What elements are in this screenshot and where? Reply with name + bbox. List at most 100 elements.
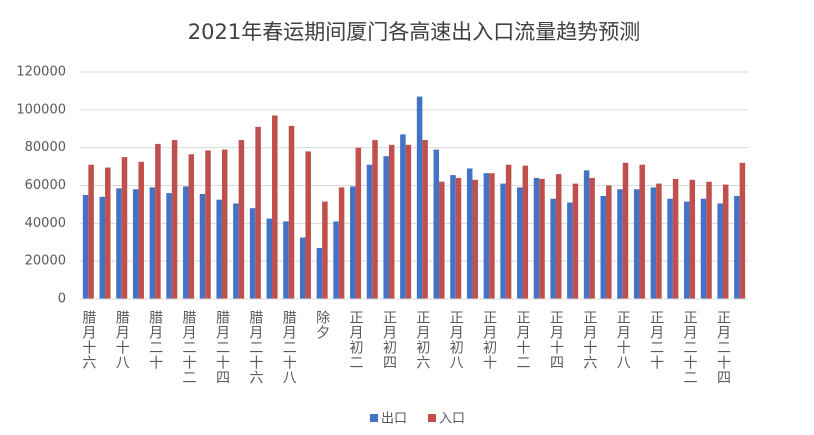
bar <box>455 177 462 299</box>
x-tick-label: 腊月二十八 <box>281 310 297 385</box>
y-tick-label: 20000 <box>25 254 66 269</box>
bar <box>433 149 440 299</box>
bar <box>734 195 740 299</box>
bar <box>400 134 406 299</box>
bar <box>299 237 306 299</box>
bar <box>739 162 746 299</box>
bar <box>249 208 256 299</box>
bar <box>489 173 495 299</box>
x-tick-label: 正月十六 <box>581 310 597 370</box>
bar <box>416 96 423 299</box>
x-tick-label: 正月初二 <box>348 310 364 370</box>
bar <box>589 177 595 299</box>
bar <box>322 201 328 299</box>
x-tick-label: 腊月二十 <box>147 310 163 370</box>
bar <box>639 164 645 299</box>
bar <box>672 178 679 299</box>
bar <box>689 179 696 299</box>
bar <box>539 178 545 299</box>
bar <box>500 183 506 299</box>
bar <box>138 161 144 299</box>
x-tick-label: 正月初十 <box>481 310 497 370</box>
bar <box>517 187 523 299</box>
bar <box>355 147 362 299</box>
bar <box>82 194 89 299</box>
bar <box>99 196 106 299</box>
bar <box>132 189 139 299</box>
bar <box>238 140 245 299</box>
bar <box>338 187 345 299</box>
bar <box>283 221 289 299</box>
bar <box>600 195 607 299</box>
bar <box>450 175 456 299</box>
bar <box>88 164 94 299</box>
bar <box>288 125 295 299</box>
x-tick-label: 正月十二 <box>515 310 531 370</box>
bar <box>483 173 490 299</box>
x-tick-label: 正月初八 <box>448 310 464 370</box>
bar <box>350 186 356 299</box>
bar <box>533 177 540 299</box>
bar <box>617 189 623 299</box>
bar <box>667 198 673 299</box>
bar <box>522 165 529 299</box>
x-tick-label: 正月二十 <box>648 310 664 370</box>
bar <box>439 181 445 299</box>
bar <box>650 187 657 299</box>
bar <box>706 181 712 299</box>
x-tick-label: 腊月十八 <box>114 310 130 370</box>
y-tick-label: 120000 <box>16 65 66 80</box>
bar <box>272 115 278 299</box>
bar <box>316 247 323 299</box>
y-tick-label: 60000 <box>25 178 66 193</box>
x-tick-label: 正月二十四 <box>715 310 731 385</box>
bar <box>572 183 579 299</box>
bar <box>116 188 122 299</box>
x-tick-label: 正月十四 <box>548 310 564 370</box>
bar <box>266 218 273 299</box>
y-tick-label: 40000 <box>25 216 66 231</box>
bar <box>221 149 228 299</box>
bar <box>633 189 640 299</box>
y-tick-label: 80000 <box>25 140 66 155</box>
bar <box>622 162 629 299</box>
legend-swatch <box>370 414 378 422</box>
bar <box>105 167 111 299</box>
bar <box>405 144 412 299</box>
x-tick-label: 腊月二十六 <box>247 310 263 385</box>
x-tick-label: 腊月十六 <box>80 310 96 370</box>
y-tick-label: 100000 <box>16 102 66 117</box>
bar <box>722 184 729 299</box>
bar <box>188 154 195 299</box>
bar <box>656 183 662 299</box>
chart-title: 2021年春运期间厦门各高速出入口流量趋势预测 <box>188 20 640 44</box>
legend-label: 入口 <box>439 412 465 427</box>
bar <box>255 126 261 299</box>
bar <box>149 187 156 299</box>
bar <box>700 198 707 299</box>
bar <box>333 221 339 299</box>
bar <box>233 203 239 299</box>
bar <box>550 198 556 299</box>
legend-label: 出口 <box>381 412 407 427</box>
bar <box>555 174 562 299</box>
x-tick-label: 腊月二十二 <box>181 310 197 385</box>
bar <box>183 186 189 299</box>
x-tick-label: 正月十八 <box>615 310 631 370</box>
bar <box>205 150 211 299</box>
bar <box>717 203 723 299</box>
bar <box>567 202 573 299</box>
bar <box>155 143 161 299</box>
bar <box>505 164 512 299</box>
bar <box>372 140 378 299</box>
bar <box>121 157 128 299</box>
bar <box>383 156 389 299</box>
bar <box>684 201 690 299</box>
bar <box>199 194 206 299</box>
x-tick-label: 除夕 <box>314 310 330 340</box>
bar <box>305 151 311 299</box>
x-tick-label: 正月初四 <box>381 310 397 370</box>
bar <box>166 193 172 299</box>
bar <box>466 168 473 299</box>
